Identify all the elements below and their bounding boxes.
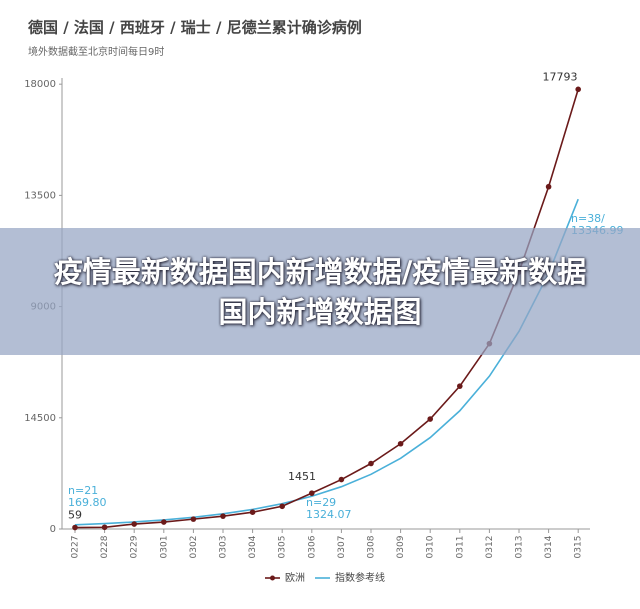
data-point: [249, 509, 256, 515]
chart-subtitle: 境外数据截至北京时间每日9时: [28, 45, 164, 58]
y-tick-label: 0: [50, 524, 56, 535]
data-point: [338, 476, 345, 483]
banner-title: 疫情最新数据国内新增数据/疫情最新数据国内新增数据图: [53, 254, 587, 329]
data-point: [279, 503, 286, 510]
data-point: [161, 519, 167, 525]
data-point: [575, 86, 581, 93]
x-tick-label: 0228: [100, 535, 110, 558]
x-tick-label: 0303: [219, 536, 229, 559]
chart-title: 德国 / 法国 / 西班牙 / 瑞士 / 尼德兰累计确诊病例: [28, 19, 362, 37]
x-tick-label: 0229: [130, 535, 140, 558]
data-point: [545, 183, 552, 190]
x-tick-label: 0313: [515, 536, 525, 559]
legend-label: 指数参考线: [335, 571, 385, 584]
annotation: n=38/: [571, 212, 605, 225]
legend-marker: [270, 575, 275, 581]
x-tick-label: 0312: [485, 536, 495, 559]
annotation: n=29: [306, 496, 336, 509]
data-label: 1451: [288, 470, 316, 483]
data-point: [457, 383, 463, 389]
x-tick-label: 0302: [189, 536, 199, 559]
annotation: 169.80: [68, 496, 107, 509]
y-tick-label: 13500: [24, 190, 56, 201]
annotation: 1324.07: [306, 508, 352, 521]
x-tick-label: 0310: [426, 535, 436, 558]
series-line: [74, 198, 579, 526]
data-point: [220, 513, 226, 519]
x-tick-label: 0227: [71, 536, 81, 559]
x-tick-label: 0301: [159, 536, 169, 559]
x-tick-label: 0305: [278, 536, 288, 559]
banner: 疫情最新数据国内新增数据/疫情最新数据国内新增数据图: [0, 228, 640, 355]
data-point: [427, 416, 434, 422]
data-point: [190, 516, 197, 522]
x-tick-label: 0309: [396, 535, 406, 558]
data-label: 17793: [543, 70, 578, 83]
annotation: n=21: [68, 484, 98, 497]
x-tick-label: 0314: [544, 535, 554, 558]
x-tick-label: 0315: [574, 536, 584, 559]
data-point: [309, 490, 315, 496]
x-tick-label: 0307: [337, 536, 347, 559]
data-point: [101, 524, 108, 531]
data-label: 59: [68, 509, 82, 522]
data-point: [72, 524, 78, 531]
x-tick-label: 0311: [455, 536, 465, 559]
y-tick-label: 18000: [24, 79, 56, 90]
x-tick-label: 0308: [367, 535, 377, 558]
y-tick-label: 14500: [24, 413, 56, 424]
x-tick-label: 0306: [307, 535, 317, 558]
data-point: [368, 460, 374, 467]
data-point: [131, 521, 137, 527]
data-point: [397, 440, 404, 447]
legend-label: 欧洲: [285, 572, 305, 584]
x-tick-label: 0304: [248, 535, 258, 558]
